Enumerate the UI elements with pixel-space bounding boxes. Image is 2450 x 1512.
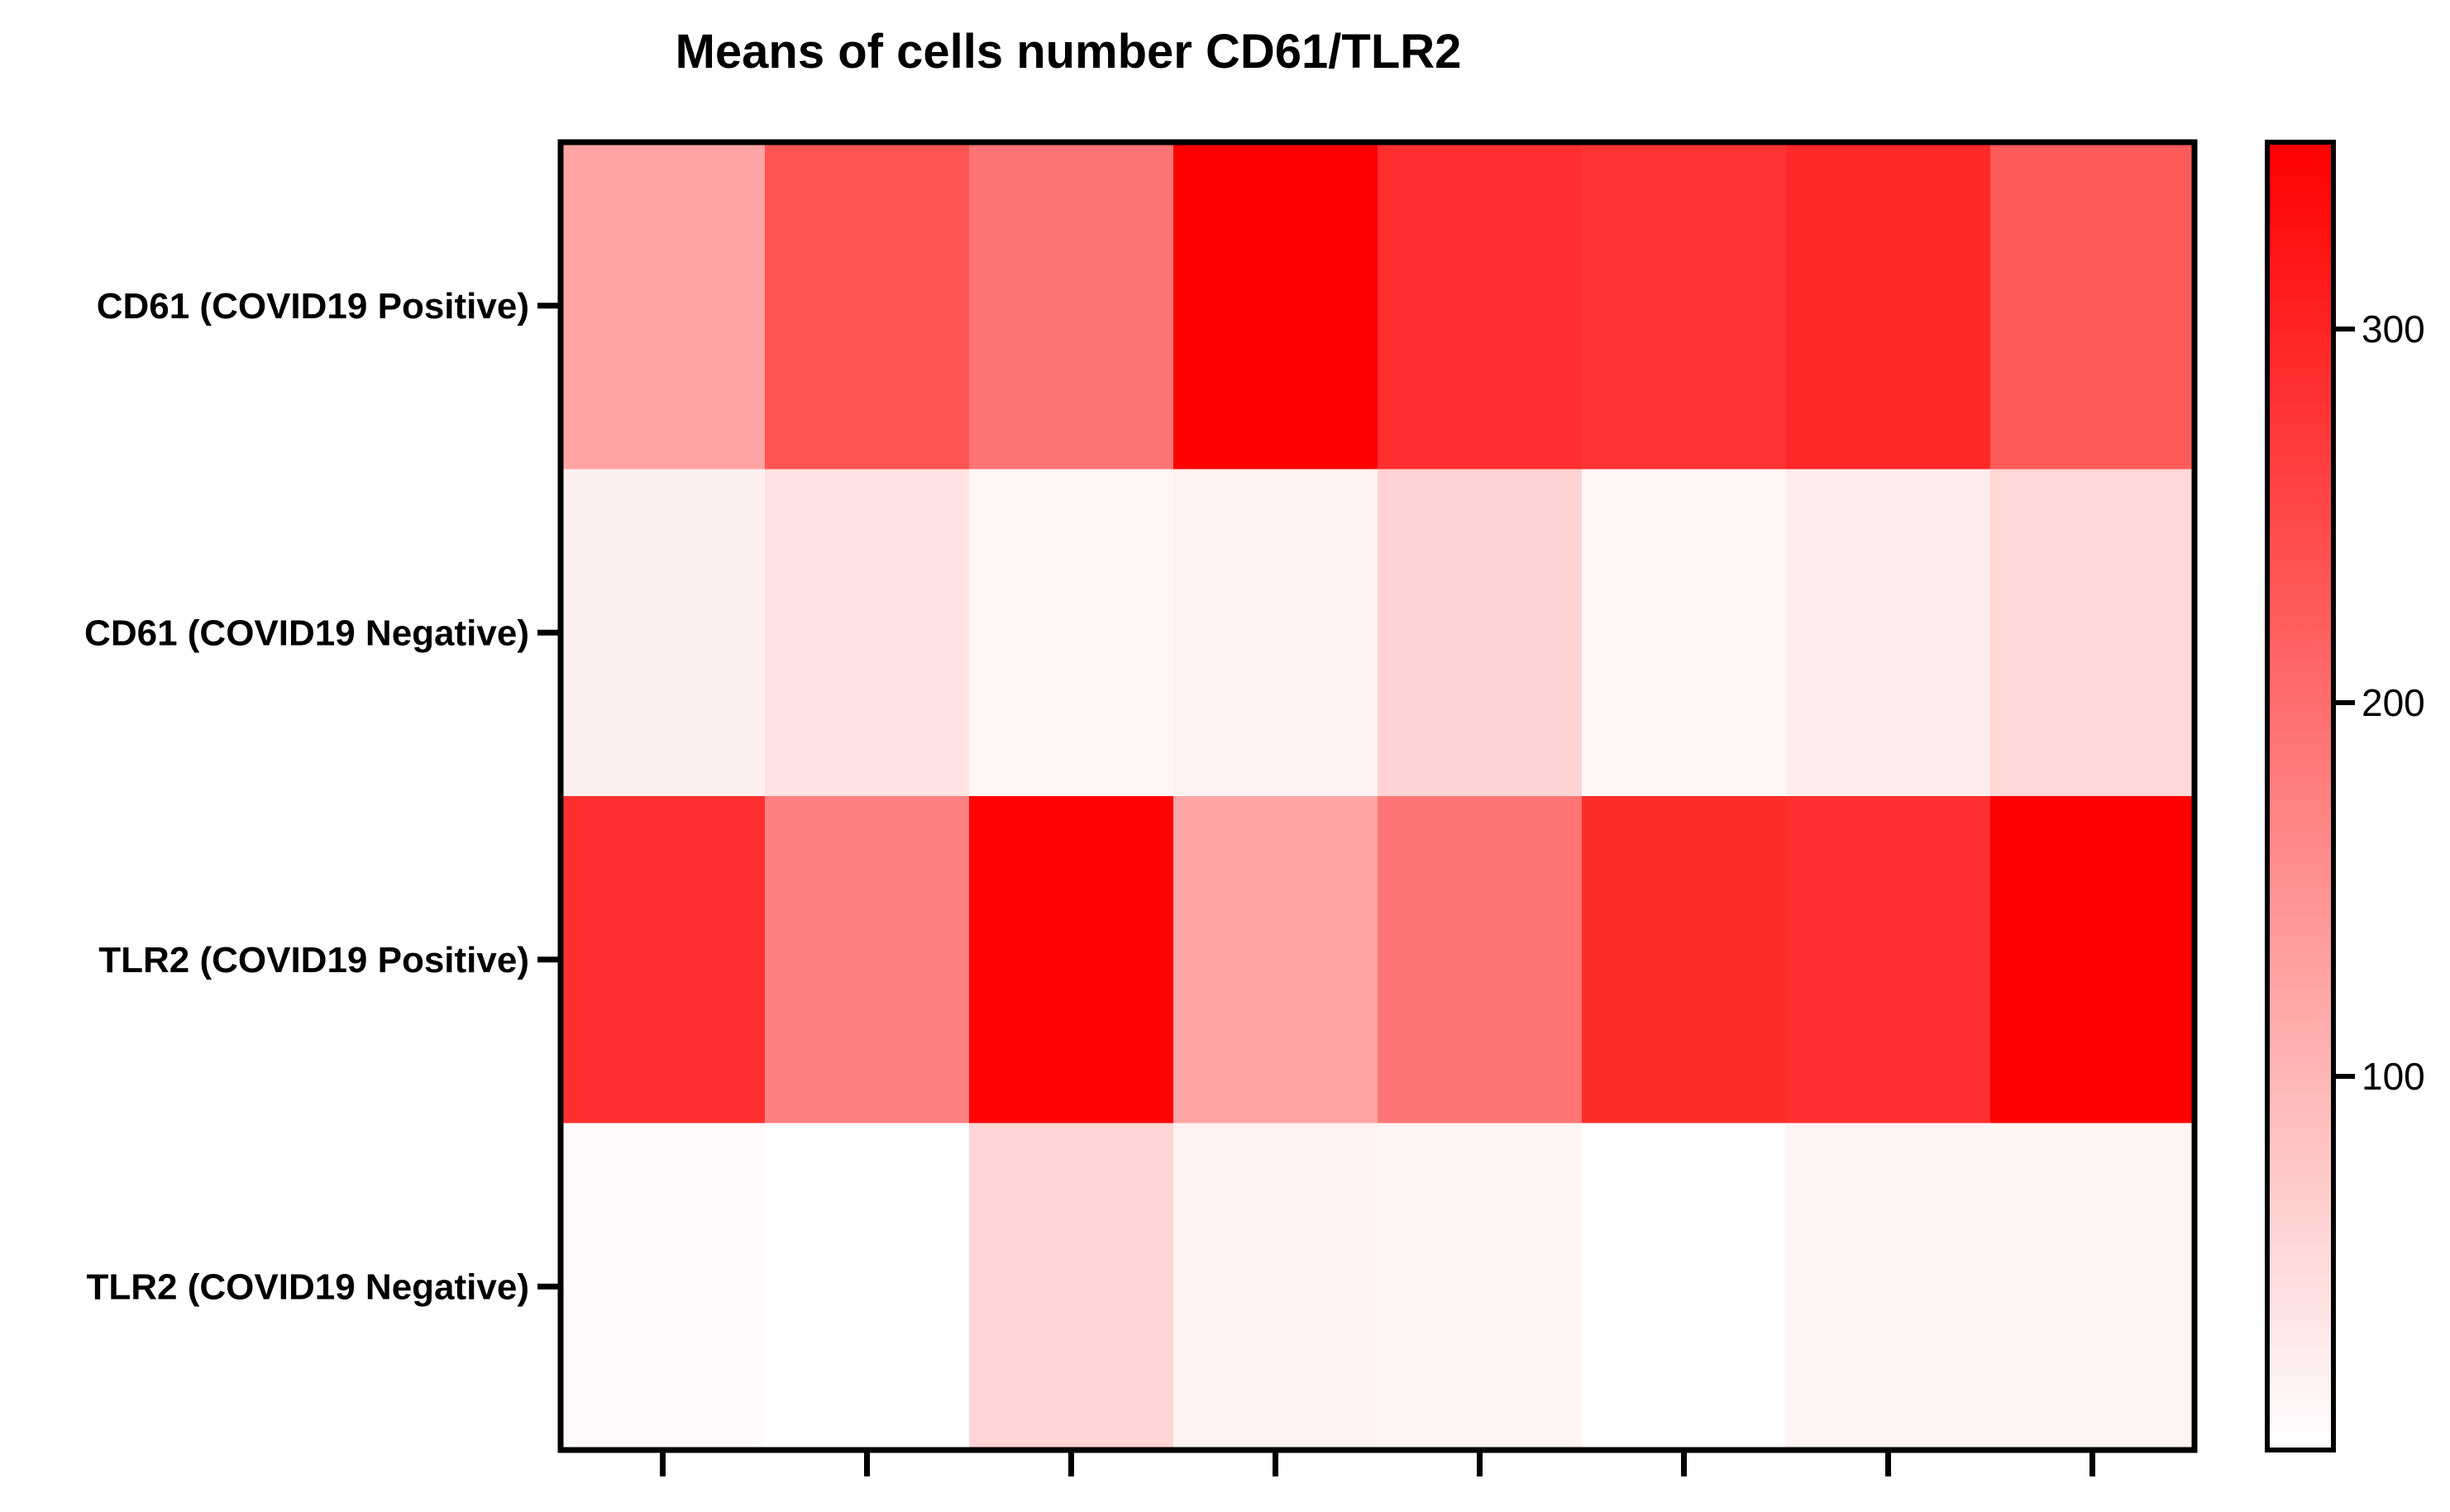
colorbar-tick-label: 200 bbox=[2362, 681, 2425, 724]
heatmap-cell-r1-c6 bbox=[1582, 142, 1787, 470]
heatmap-cell-r1-c1 bbox=[561, 142, 766, 470]
heatmap-cell-r3-c3 bbox=[969, 796, 1174, 1124]
heatmap-cell-r3-c1 bbox=[561, 796, 766, 1124]
heatmap-cell-r4-c5 bbox=[1378, 1123, 1583, 1451]
heatmap-cells bbox=[561, 142, 2195, 1451]
heatmap-cell-r1-c3 bbox=[969, 142, 1174, 470]
heatmap-cell-r4-c2 bbox=[765, 1123, 970, 1451]
heatmap-cell-r2-c7 bbox=[1786, 469, 1991, 797]
heatmap-cell-r2-c6 bbox=[1582, 469, 1787, 797]
colorbar-tick-label: 300 bbox=[2362, 308, 2425, 351]
heatmap-cell-r2-c3 bbox=[969, 469, 1174, 797]
heatmap-cell-r3-c6 bbox=[1582, 796, 1787, 1124]
row-label: CD61 (COVID19 Negative) bbox=[84, 613, 529, 653]
heatmap-cell-r1-c8 bbox=[1990, 142, 2195, 470]
colorbar-gradient bbox=[2265, 140, 2336, 1452]
heatmap-cell-r3-c8 bbox=[1990, 796, 2195, 1124]
colorbar-tick-label: 100 bbox=[2362, 1055, 2425, 1098]
heatmap-cell-r1-c2 bbox=[765, 142, 970, 470]
heatmap-cell-r2-c1 bbox=[561, 469, 766, 797]
heatmap-cell-r4-c1 bbox=[561, 1123, 766, 1451]
row-labels: CD61 (COVID19 Positive) CD61 (COVID19 Neg… bbox=[84, 286, 561, 1307]
plot-frame bbox=[557, 139, 2198, 1453]
heatmap-cell-r2-c5 bbox=[1378, 469, 1583, 797]
colorbar: 100 200 300 bbox=[2265, 140, 2425, 1452]
row-label: TLR2 (COVID19 Positive) bbox=[98, 940, 529, 980]
heatmap-cell-r3-c5 bbox=[1378, 796, 1583, 1124]
heatmap-cell-r4-c4 bbox=[1173, 1123, 1378, 1451]
chart-title: Means of cells number CD61/TLR2 bbox=[676, 25, 1462, 79]
heatmap-cell-r1-c5 bbox=[1378, 142, 1583, 470]
heatmap-cell-r2-c8 bbox=[1990, 469, 2195, 797]
row-label: TLR2 (COVID19 Negative) bbox=[87, 1266, 529, 1307]
heatmap-cell-r4-c8 bbox=[1990, 1123, 2195, 1451]
row-label: CD61 (COVID19 Positive) bbox=[97, 286, 529, 327]
heatmap-cell-r3-c2 bbox=[765, 796, 970, 1124]
heatmap-cell-r4-c3 bbox=[969, 1123, 1174, 1451]
heatmap-cell-r1-c7 bbox=[1786, 142, 1991, 470]
heatmap-cell-r1-c4 bbox=[1173, 142, 1378, 470]
heatmap-cell-r2-c2 bbox=[765, 469, 970, 797]
x-axis-ticks bbox=[660, 1450, 2095, 1476]
heatmap-cell-r2-c4 bbox=[1173, 469, 1378, 797]
heatmap-cell-r3-c4 bbox=[1173, 796, 1378, 1124]
heatmap-cell-r3-c7 bbox=[1786, 796, 1991, 1124]
heatmap-cell-r4-c6 bbox=[1582, 1123, 1787, 1451]
heatmap-cell-r4-c7 bbox=[1786, 1123, 1991, 1451]
